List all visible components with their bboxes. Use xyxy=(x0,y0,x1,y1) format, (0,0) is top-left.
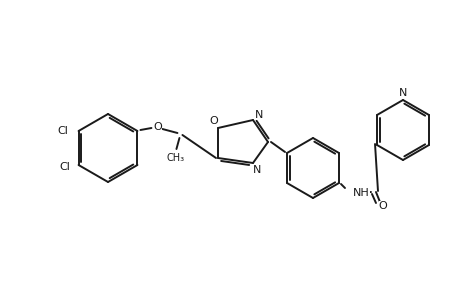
Text: N: N xyxy=(252,165,261,175)
Text: NH: NH xyxy=(352,188,369,198)
Text: O: O xyxy=(153,122,162,132)
Text: N: N xyxy=(398,88,406,98)
Text: N: N xyxy=(254,110,263,120)
Text: O: O xyxy=(209,116,218,126)
Text: O: O xyxy=(378,201,386,211)
Text: Cl: Cl xyxy=(60,162,70,172)
Text: Cl: Cl xyxy=(57,126,68,136)
Text: CH₃: CH₃ xyxy=(166,153,184,163)
